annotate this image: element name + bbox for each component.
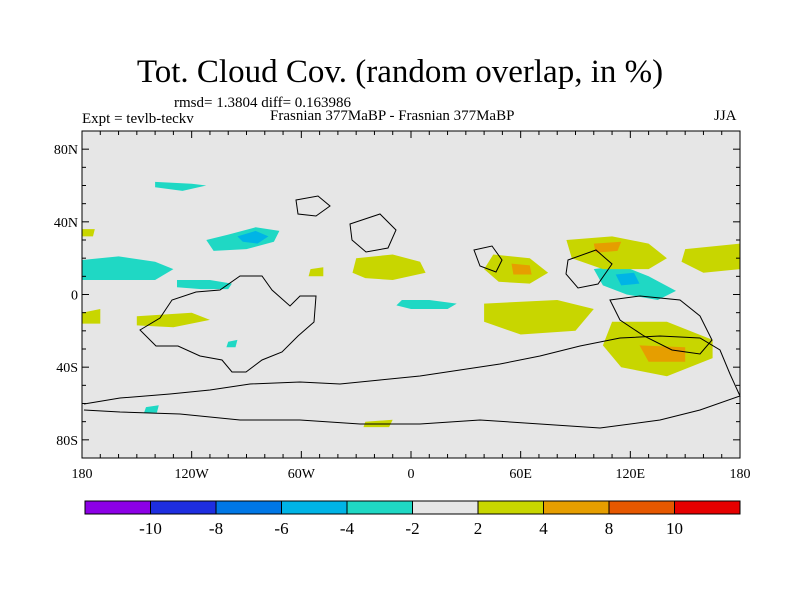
- comparison-label: Frasnian 377MaBP - Frasnian 377MaBP: [270, 108, 515, 124]
- longitude-ticks: 180 120W 60W 0 60E 120E 180: [72, 131, 751, 482]
- colorbar-swatch: [412, 500, 479, 515]
- region-yellow-atl-1: [308, 267, 324, 277]
- region-cyan-mid-eq: [396, 300, 457, 309]
- colorbar-swatch: [84, 500, 151, 515]
- coastline-island-east-2: [565, 249, 613, 289]
- lon-tick-label: 60E: [509, 467, 532, 482]
- lon-tick-label: 0: [408, 467, 415, 482]
- region-blue-east: [615, 272, 640, 286]
- lon-tick-label: 180: [72, 467, 93, 482]
- colorbar-label: 10: [666, 519, 683, 538]
- colorbar-label: -8: [209, 519, 223, 538]
- lat-tick-label: 80N: [54, 143, 78, 158]
- colorbar-swatch: [608, 500, 675, 515]
- coastline-continent-west: [139, 275, 317, 373]
- region-orange-east: [593, 241, 622, 253]
- coastlines: [83, 195, 741, 429]
- region-yellow-atl-2: [352, 254, 426, 280]
- region-orange-mid: [511, 263, 532, 275]
- colorbar-swatch: [215, 500, 282, 515]
- latitude-ticks: 80N 40N 0 40S 80S: [54, 143, 740, 449]
- colorbar-label: -2: [405, 519, 419, 538]
- colorbar-swatch: [543, 500, 610, 515]
- experiment-label: Expt = tevlb-teckv: [82, 111, 194, 127]
- region-cyan-small-2: [144, 405, 159, 413]
- region-yellow-east-1: [566, 236, 667, 270]
- lon-tick-label: 120E: [616, 467, 646, 482]
- lat-tick-label: 40N: [54, 216, 78, 231]
- colorbar-label: -6: [274, 519, 288, 538]
- region-cyan-sw-tropics: [177, 280, 232, 290]
- region-yellow-eq: [484, 300, 594, 335]
- colorbar-swatch: [281, 500, 348, 515]
- coastline-island-east-1: [473, 245, 503, 273]
- colorbar-swatch: [346, 500, 413, 515]
- lat-tick-label: 80S: [56, 434, 78, 449]
- region-yellow-east-2: [681, 243, 740, 273]
- lon-tick-label: 60W: [288, 467, 316, 482]
- region-yellow-s-ocean: [363, 419, 393, 428]
- region-yellow-nw: [82, 229, 95, 237]
- region-cyan-small-1: [226, 339, 238, 348]
- colorbar: -10 -8 -6 -4 -2 2 4 8 10: [84, 500, 741, 538]
- region-cyan-n-atl: [155, 181, 207, 191]
- colorbar-swatch: [150, 500, 217, 515]
- coastline-island-mid: [349, 213, 397, 253]
- lat-tick-label: 0: [71, 289, 78, 304]
- lon-tick-label: 120W: [175, 467, 210, 482]
- map-title: Tot. Cloud Cov. (random overlap, in %): [136, 54, 664, 90]
- lon-tick-label: 180: [730, 467, 751, 482]
- season-label: JJA: [714, 108, 737, 124]
- coastline-island-north: [295, 195, 331, 217]
- stats-text: rmsd= 1.3804 diff= 0.163986: [174, 95, 352, 111]
- anomaly-regions: [82, 181, 740, 428]
- colorbar-label: 4: [539, 519, 548, 538]
- colorbar-label: 2: [474, 519, 483, 538]
- region-blue-core: [237, 230, 269, 244]
- coastline-east-land: [609, 295, 713, 355]
- colorbar-label: 8: [605, 519, 614, 538]
- region-orange-south: [639, 345, 686, 362]
- region-yellow-sw-2: [136, 312, 210, 328]
- colorbar-swatch: [674, 500, 741, 515]
- lat-tick-label: 40S: [56, 361, 78, 376]
- colorbar-label: -4: [340, 519, 355, 538]
- coastline-southern-continent: [83, 335, 741, 429]
- region-yellow-sw: [82, 309, 101, 324]
- region-cyan-w-tropics: [82, 256, 174, 280]
- colorbar-swatch: [477, 500, 544, 515]
- colorbar-label: -10: [139, 519, 162, 538]
